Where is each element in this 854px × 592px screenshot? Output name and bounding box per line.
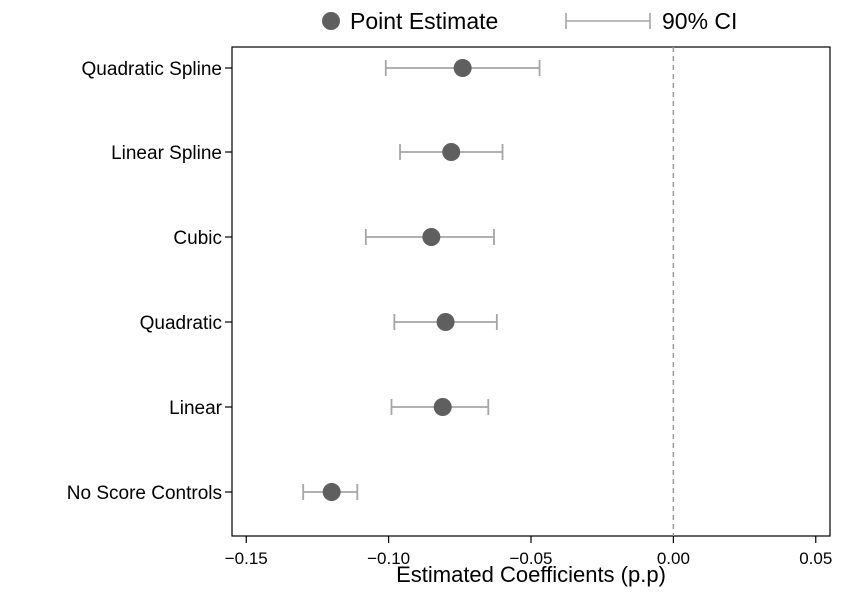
x-tick-label: −0.15 bbox=[225, 549, 268, 568]
point-estimate bbox=[322, 483, 341, 501]
point-estimate bbox=[453, 59, 472, 77]
plot-area-frame bbox=[231, 46, 831, 537]
y-tick-label: Quadratic bbox=[140, 313, 222, 334]
legend-point-label: Point Estimate bbox=[350, 8, 498, 34]
y-tick-label: Quadratic Spline bbox=[82, 59, 222, 80]
y-tick-label: Linear bbox=[169, 398, 222, 419]
point-estimate bbox=[433, 398, 452, 416]
y-axis: Quadratic Spline Linear Spline Cubic Quadra… bbox=[67, 59, 232, 504]
point-estimate bbox=[442, 143, 461, 161]
y-tick-label: Linear Spline bbox=[111, 143, 222, 164]
legend-ci-label: 90% CI bbox=[662, 8, 737, 34]
legend-ci-marker bbox=[565, 13, 651, 29]
x-tick-label: 0.00 bbox=[657, 549, 690, 568]
legend: Point Estimate 90% CI bbox=[322, 8, 737, 34]
data-marks bbox=[302, 59, 541, 501]
x-tick-label: 0.05 bbox=[799, 549, 832, 568]
x-tick-label: −0.10 bbox=[367, 549, 410, 568]
y-tick-label: Cubic bbox=[173, 228, 222, 249]
legend-point-marker bbox=[322, 12, 340, 30]
point-estimate bbox=[436, 313, 455, 331]
point-estimate bbox=[422, 228, 441, 246]
y-tick-label: No Score Controls bbox=[67, 483, 222, 504]
x-axis: −0.15 −0.10 −0.05 0.00 0.05 bbox=[225, 536, 832, 568]
x-axis-title: Estimated Coefficients (p.p) bbox=[396, 562, 666, 587]
x-tick-label: −0.05 bbox=[509, 549, 552, 568]
